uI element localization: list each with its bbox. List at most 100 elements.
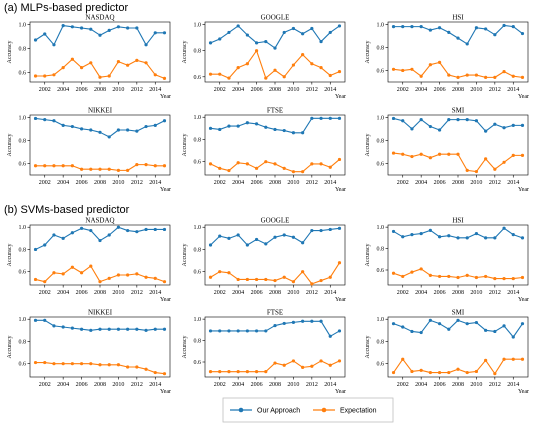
chart-panel-svm-google: GOOGLE 0.6 0.8 1.0 2002 2004 2006 2008 2010 2012 2…	[182, 217, 346, 304]
data-point-expectation	[447, 274, 451, 279]
x-tick-label: 2014	[149, 382, 161, 388]
data-point-our-approach	[61, 325, 65, 329]
data-point-our-approach	[456, 318, 460, 322]
x-tick-label: 2012	[306, 382, 318, 388]
data-point-expectation	[301, 170, 305, 174]
data-point-our-approach	[144, 124, 148, 129]
series-line-our-approach	[393, 319, 523, 338]
data-point-our-approach	[328, 334, 332, 338]
y-axis-label-mlp-nikkei: Accuracy	[7, 134, 13, 157]
data-point-our-approach	[437, 322, 442, 326]
data-point-our-approach	[337, 226, 342, 230]
y-tick-label: 1.0	[194, 23, 202, 29]
data-point-our-approach	[273, 323, 277, 328]
x-axis-label-mlp-ftse: Year	[335, 187, 346, 193]
y-tick-label: 0.6	[194, 360, 202, 366]
data-point-our-approach	[465, 118, 469, 122]
data-point-expectation	[291, 170, 296, 174]
data-point-expectation	[227, 370, 231, 374]
data-point-our-approach	[135, 230, 139, 234]
y-tick-label: 0.6	[19, 270, 27, 276]
panel-title-mlp-google: GOOGLE	[261, 14, 290, 22]
data-point-expectation	[162, 280, 167, 284]
data-point-our-approach	[89, 27, 93, 31]
x-tick-label: 2008	[269, 87, 281, 93]
panel-title-svm-nikkei: NIKKEI	[88, 309, 113, 317]
x-axis-label-svm-google: Year	[335, 297, 346, 303]
data-point-our-approach	[218, 329, 222, 333]
x-tick-label: 2012	[489, 87, 501, 93]
data-point-expectation	[254, 370, 259, 374]
data-point-our-approach	[162, 119, 167, 123]
data-point-our-approach	[319, 39, 323, 44]
x-axis-label-svm-ftse: Year	[335, 389, 346, 395]
data-point-expectation	[474, 169, 479, 174]
x-tick-label: 2006	[76, 382, 88, 388]
data-point-expectation	[437, 274, 442, 279]
data-point-expectation	[135, 163, 139, 167]
data-point-our-approach	[291, 26, 296, 31]
x-tick-label: 2010	[287, 87, 299, 93]
data-point-expectation	[264, 160, 268, 164]
y-tick-label: 0.8	[194, 247, 202, 253]
panel-title-svm-google: GOOGLE	[261, 217, 290, 225]
data-point-expectation	[254, 277, 259, 282]
panel-title-mlp-nasdaq: NASDAQ	[85, 14, 114, 22]
data-point-our-approach	[437, 26, 442, 30]
data-point-expectation	[282, 275, 286, 279]
x-tick-label: 2004	[57, 382, 69, 388]
legend: Our Approach Expectation	[222, 397, 394, 423]
data-point-our-approach	[282, 233, 286, 237]
x-tick-label: 2010	[112, 290, 124, 296]
x-tick-label: 2014	[507, 87, 519, 93]
data-point-our-approach	[319, 228, 323, 233]
data-point-expectation	[337, 261, 342, 265]
x-tick-label: 2002	[39, 290, 51, 296]
data-point-expectation	[401, 152, 405, 156]
data-point-expectation	[437, 152, 442, 156]
data-point-expectation	[70, 362, 74, 366]
data-point-expectation	[218, 370, 222, 374]
data-point-expectation	[208, 275, 213, 279]
data-point-expectation	[162, 372, 167, 376]
data-point-our-approach	[437, 128, 442, 132]
data-point-expectation	[79, 167, 84, 171]
data-point-expectation	[437, 370, 442, 375]
data-point-expectation	[33, 164, 38, 168]
data-point-our-approach	[474, 119, 479, 123]
data-point-our-approach	[135, 327, 139, 331]
y-tick-label: 0.6	[19, 161, 27, 167]
data-point-expectation	[43, 74, 47, 78]
data-point-expectation	[153, 370, 157, 375]
data-point-our-approach	[502, 226, 506, 230]
y-tick-label: 0.8	[194, 49, 202, 55]
y-tick-label: 1.0	[19, 22, 27, 28]
data-point-expectation	[484, 157, 488, 161]
data-point-our-approach	[391, 322, 396, 326]
data-point-our-approach	[493, 329, 497, 334]
x-tick-label: 2004	[57, 180, 69, 186]
data-point-expectation	[456, 152, 460, 156]
x-tick-label: 2008	[94, 382, 106, 388]
data-point-our-approach	[208, 41, 213, 45]
y-tick-label: 1.0	[377, 115, 385, 121]
data-point-our-approach	[447, 30, 451, 34]
y-tick-label: 1.0	[194, 317, 202, 323]
legend-label-our-approach: Our Approach	[257, 408, 300, 415]
data-point-expectation	[208, 162, 213, 166]
data-point-our-approach	[419, 25, 423, 29]
data-point-expectation	[236, 66, 240, 70]
data-point-our-approach	[98, 238, 102, 243]
data-point-expectation	[391, 271, 396, 275]
data-point-expectation	[282, 166, 286, 170]
data-point-expectation	[126, 63, 130, 67]
data-point-our-approach	[79, 327, 84, 331]
data-point-our-approach	[126, 128, 130, 132]
data-point-expectation	[391, 67, 396, 71]
x-tick-label: 2010	[287, 290, 299, 296]
data-point-expectation	[474, 73, 479, 77]
data-point-expectation	[319, 162, 323, 166]
data-point-our-approach	[511, 25, 515, 29]
y-tick-label: 1.0	[377, 317, 385, 323]
y-tick-label: 0.6	[194, 270, 202, 276]
